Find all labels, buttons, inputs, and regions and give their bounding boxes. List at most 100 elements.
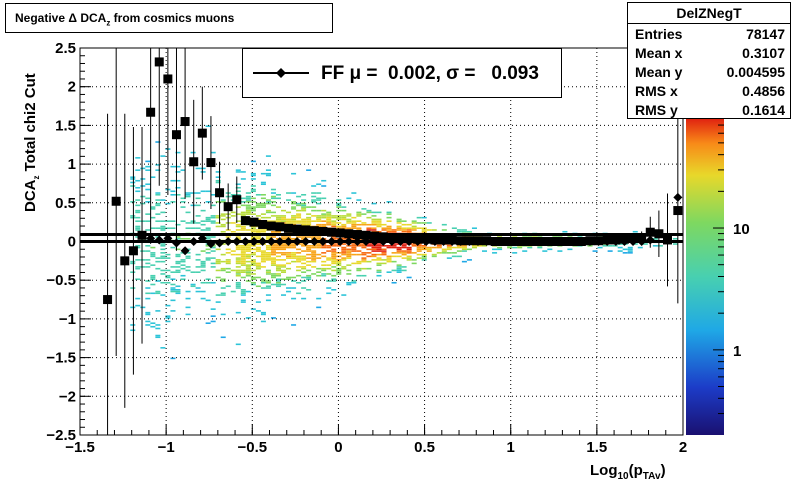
heatmap-cell	[341, 225, 347, 228]
heatmap-cell	[180, 197, 186, 200]
heatmap-cell	[265, 248, 271, 251]
heatmap-cell	[135, 211, 141, 214]
heatmap-cell	[316, 192, 322, 194]
heatmap-cell	[326, 213, 332, 215]
heatmap-cell	[210, 220, 216, 222]
heatmap-cell	[376, 264, 382, 266]
mean-point	[275, 222, 285, 232]
fit-point	[111, 196, 121, 206]
heatmap-cell	[376, 218, 382, 221]
fit-point	[180, 246, 190, 256]
heatmap-cell	[130, 181, 136, 184]
heatmap-cell	[301, 237, 307, 240]
heatmap-cell	[245, 290, 251, 293]
heatmap-cell	[326, 216, 332, 219]
heatmap-cell	[260, 183, 266, 186]
heatmap-cell	[607, 250, 613, 252]
heatmap-cell	[270, 276, 276, 279]
heatmap-cell	[255, 230, 261, 233]
heatmap-cell	[421, 259, 427, 261]
heatmap-cell	[406, 227, 412, 230]
heatmap-cell	[210, 315, 216, 317]
heatmap-cell	[361, 252, 367, 254]
heatmap-cell	[205, 248, 211, 251]
heatmap-cell	[321, 197, 327, 200]
heatmap-cell	[255, 262, 261, 265]
heatmap-cell	[235, 169, 241, 171]
fit-point	[628, 237, 638, 246]
heatmap-cell	[145, 183, 151, 186]
mean-point	[197, 128, 207, 138]
heatmap-cell	[311, 260, 317, 263]
heatmap-cell	[275, 194, 281, 196]
heatmap-cell	[205, 125, 211, 127]
heatmap-cell	[275, 274, 281, 277]
heatmap-cell	[542, 250, 548, 252]
heatmap-cell	[406, 248, 412, 251]
heatmap-cell	[351, 222, 357, 224]
heatmap-cell	[240, 178, 246, 180]
heatmap-cell	[175, 266, 181, 268]
heatmap-cell	[376, 243, 382, 245]
heatmap-cell	[170, 179, 176, 182]
heatmap-cell	[361, 223, 367, 226]
heatmap-cell	[145, 311, 151, 314]
heatmap-cell	[160, 225, 166, 228]
heatmap-cell	[336, 222, 342, 224]
heatmap-cell	[130, 176, 136, 178]
fit-point	[516, 237, 526, 246]
heatmap-cell	[441, 223, 447, 226]
heatmap-cell	[240, 204, 246, 207]
heatmap-cell	[361, 222, 367, 224]
fit-point	[301, 237, 311, 246]
heatmap-cell	[336, 206, 342, 208]
heatmap-cell	[451, 227, 457, 230]
heatmap-cell	[195, 253, 201, 256]
heatmap-cell	[296, 202, 302, 205]
heatmap-cell	[215, 269, 221, 272]
heatmap-cell	[386, 246, 392, 249]
heatmap-cell	[220, 294, 226, 296]
heatmap-cell	[341, 223, 347, 226]
heatmap-cell	[185, 195, 191, 198]
heatmap-cell	[265, 257, 271, 259]
heatmap-cell	[195, 266, 201, 268]
heatmap-cell	[200, 223, 206, 226]
heatmap-cell	[311, 215, 317, 217]
heatmap-cell	[361, 257, 367, 259]
heatmap-cell	[275, 281, 281, 284]
heatmap-cell	[281, 246, 287, 249]
heatmap-cell	[250, 227, 256, 230]
heatmap-cell	[386, 213, 392, 215]
fit-point	[232, 237, 242, 246]
heatmap-cell	[401, 229, 407, 231]
heatmap-cell	[195, 197, 201, 200]
fit-point	[309, 237, 319, 246]
fit-point	[370, 237, 380, 246]
heatmap-cell	[145, 287, 151, 289]
heatmap-cell	[140, 167, 146, 170]
heatmap-cell	[225, 267, 231, 270]
heatmap-cell	[235, 274, 241, 277]
heatmap-cell	[306, 220, 312, 222]
fit-point	[525, 237, 535, 246]
heatmap-cell	[366, 243, 372, 245]
heatmap-cell	[225, 259, 231, 261]
heatmap-cell	[270, 204, 276, 207]
heatmap-cell	[215, 215, 221, 217]
heatmap-cell	[356, 227, 362, 230]
heatmap-cell	[275, 266, 281, 268]
heatmap-cell	[346, 253, 352, 256]
heatmap-cell	[155, 199, 161, 201]
fit-point	[576, 237, 586, 246]
heatmap-cell	[210, 257, 216, 259]
heatmap-cell	[672, 243, 678, 245]
heatmap-cell	[160, 220, 166, 222]
heatmap-cell	[301, 250, 307, 252]
stats-row-rms-y: RMS y 0.1614	[635, 102, 785, 118]
heatmap-cell	[190, 192, 196, 194]
z-tick-label: 1	[733, 343, 741, 360]
heatmap-cell	[366, 229, 372, 231]
heatmap-cell	[527, 246, 533, 249]
heatmap-cell	[426, 229, 432, 231]
